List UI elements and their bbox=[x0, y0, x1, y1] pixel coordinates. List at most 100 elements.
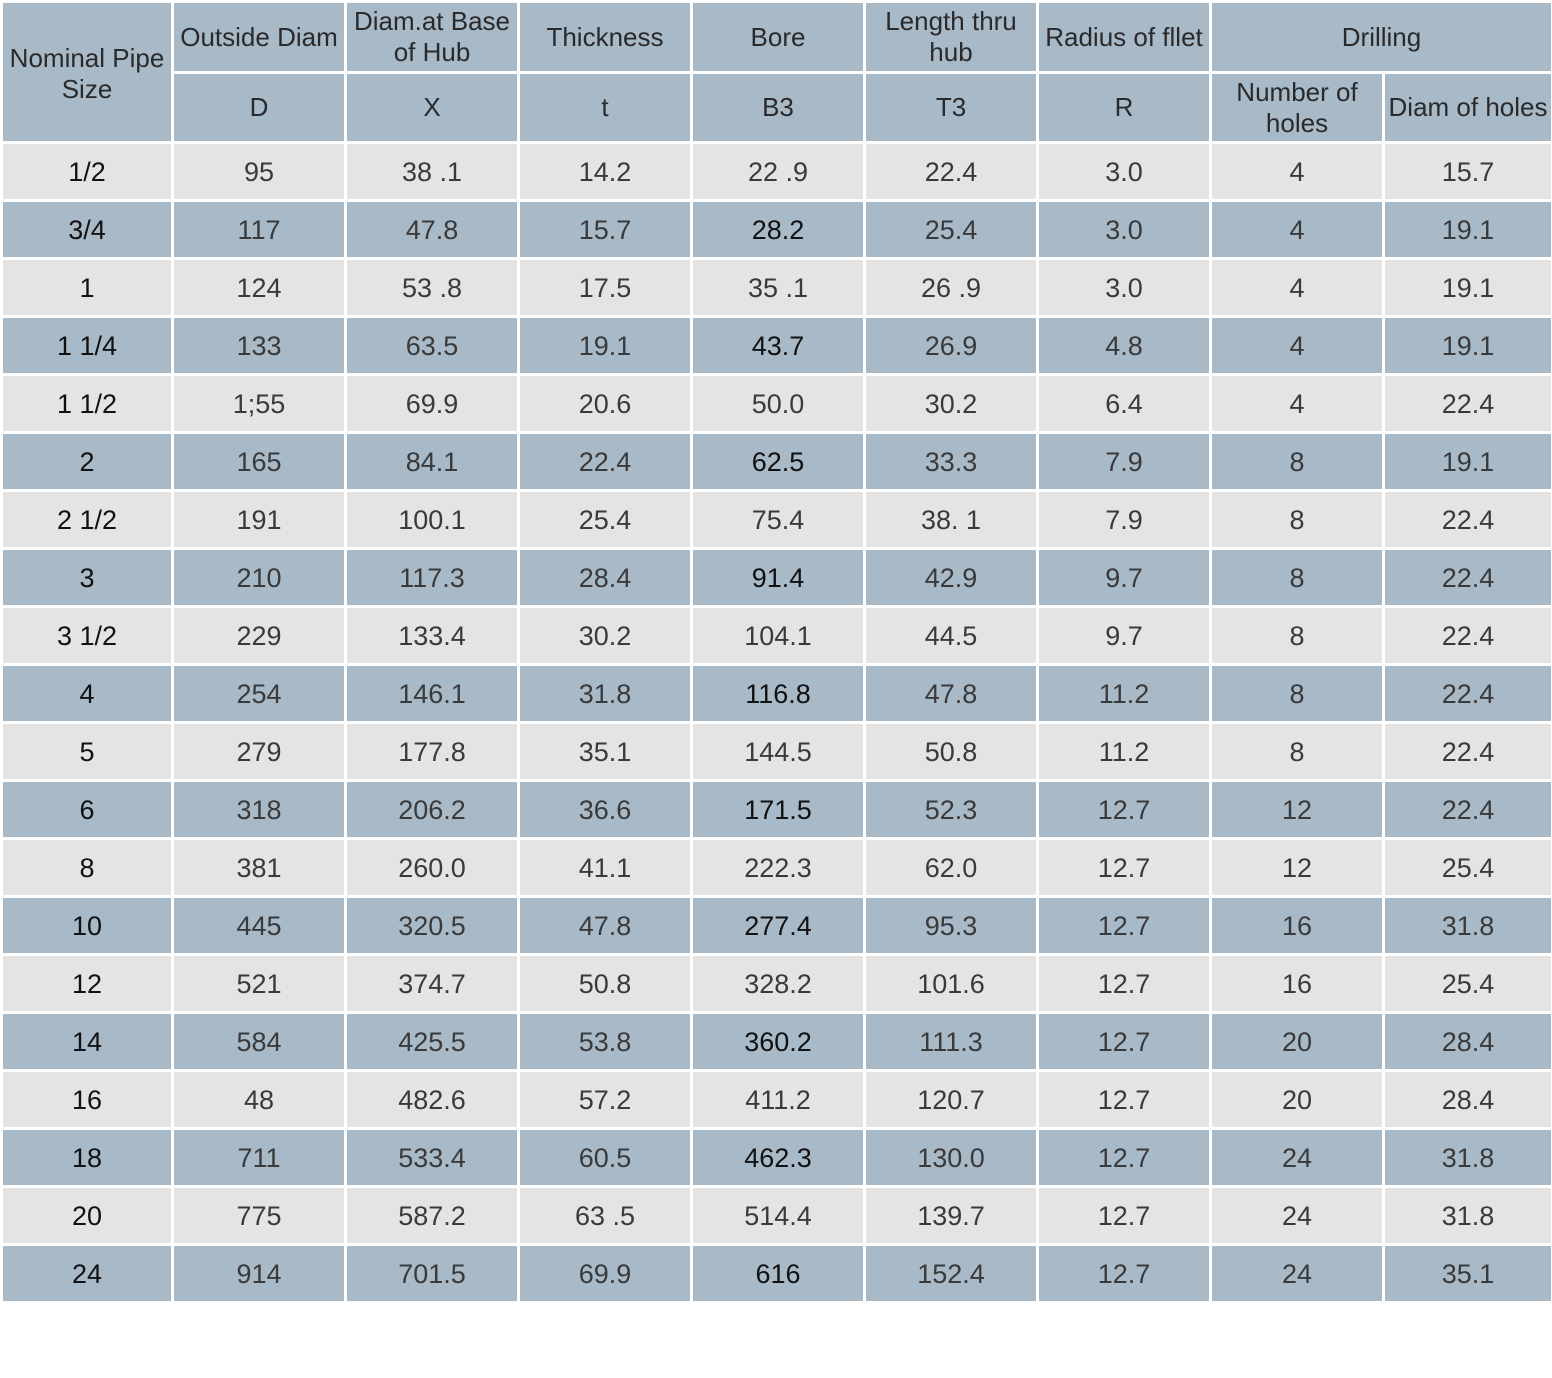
cell-diam-base-hub: 587.2 bbox=[344, 1185, 520, 1246]
cell-radius-fillet: 6.4 bbox=[1036, 373, 1212, 434]
cell-outside-diam: 381 bbox=[171, 837, 347, 898]
cell-radius-fillet: 3.0 bbox=[1036, 257, 1212, 318]
cell-thickness: 14.2 bbox=[517, 141, 693, 202]
cell-outside-diam: 711 bbox=[171, 1127, 347, 1188]
cell-radius-fillet: 12.7 bbox=[1036, 953, 1212, 1014]
cell-bore: 144.5 bbox=[690, 721, 866, 782]
cell-diam-of-holes: 31.8 bbox=[1382, 895, 1552, 956]
cell-radius-fillet: 7.9 bbox=[1036, 489, 1212, 550]
cell-nominal-pipe-size: 4 bbox=[0, 663, 174, 724]
cell-bore: 35 .1 bbox=[690, 257, 866, 318]
cell-diam-base-hub: 482.6 bbox=[344, 1069, 520, 1130]
cell-nominal-pipe-size: 14 bbox=[0, 1011, 174, 1072]
cell-length-thru-hub: 130.0 bbox=[863, 1127, 1039, 1188]
cell-bore: 462.3 bbox=[690, 1127, 866, 1188]
cell-outside-diam: 584 bbox=[171, 1011, 347, 1072]
cell-number-of-holes: 16 bbox=[1209, 895, 1385, 956]
cell-outside-diam: 48 bbox=[171, 1069, 347, 1130]
cell-length-thru-hub: 62.0 bbox=[863, 837, 1039, 898]
cell-diam-of-holes: 31.8 bbox=[1382, 1185, 1552, 1246]
cell-thickness: 30.2 bbox=[517, 605, 693, 666]
cell-diam-base-hub: 260.0 bbox=[344, 837, 520, 898]
cell-outside-diam: 521 bbox=[171, 953, 347, 1014]
cell-nominal-pipe-size: 3/4 bbox=[0, 199, 174, 260]
cell-diam-of-holes: 22.4 bbox=[1382, 721, 1552, 782]
cell-outside-diam: 95 bbox=[171, 141, 347, 202]
cell-diam-base-hub: 38 .1 bbox=[344, 141, 520, 202]
header-symbol-x: X bbox=[344, 71, 520, 144]
cell-diam-base-hub: 374.7 bbox=[344, 953, 520, 1014]
cell-thickness: 19.1 bbox=[517, 315, 693, 376]
cell-number-of-holes: 4 bbox=[1209, 315, 1385, 376]
cell-length-thru-hub: 33.3 bbox=[863, 431, 1039, 492]
cell-bore: 22 .9 bbox=[690, 141, 866, 202]
table-row: 20 775 587.2 63 .5 514.4 139.7 12.7 24 31.8 bbox=[0, 1185, 1552, 1246]
table-row: 2 165 84.1 22.4 62.5 33.3 7.9 8 19.1 bbox=[0, 431, 1552, 492]
cell-bore: 514.4 bbox=[690, 1185, 866, 1246]
cell-nominal-pipe-size: 20 bbox=[0, 1185, 174, 1246]
cell-number-of-holes: 24 bbox=[1209, 1243, 1385, 1304]
cell-diam-base-hub: 425.5 bbox=[344, 1011, 520, 1072]
cell-diam-base-hub: 177.8 bbox=[344, 721, 520, 782]
cell-length-thru-hub: 101.6 bbox=[863, 953, 1039, 1014]
cell-bore: 116.8 bbox=[690, 663, 866, 724]
cell-nominal-pipe-size: 3 1/2 bbox=[0, 605, 174, 666]
cell-diam-base-hub: 133.4 bbox=[344, 605, 520, 666]
cell-bore: 75.4 bbox=[690, 489, 866, 550]
cell-diam-of-holes: 15.7 bbox=[1382, 141, 1552, 202]
cell-nominal-pipe-size: 3 bbox=[0, 547, 174, 608]
cell-number-of-holes: 20 bbox=[1209, 1069, 1385, 1130]
cell-length-thru-hub: 139.7 bbox=[863, 1185, 1039, 1246]
cell-length-thru-hub: 22.4 bbox=[863, 141, 1039, 202]
cell-radius-fillet: 3.0 bbox=[1036, 141, 1212, 202]
cell-outside-diam: 117 bbox=[171, 199, 347, 260]
cell-radius-fillet: 7.9 bbox=[1036, 431, 1212, 492]
cell-bore: 171.5 bbox=[690, 779, 866, 840]
cell-outside-diam: 191 bbox=[171, 489, 347, 550]
table-row: 10 445 320.5 47.8 277.4 95.3 12.7 16 31.8 bbox=[0, 895, 1552, 956]
cell-outside-diam: 914 bbox=[171, 1243, 347, 1304]
cell-diam-of-holes: 22.4 bbox=[1382, 605, 1552, 666]
cell-radius-fillet: 12.7 bbox=[1036, 1243, 1212, 1304]
header-diam-base-hub: Diam.at Base of Hub bbox=[344, 0, 520, 74]
cell-diam-base-hub: 533.4 bbox=[344, 1127, 520, 1188]
cell-diam-base-hub: 206.2 bbox=[344, 779, 520, 840]
cell-number-of-holes: 8 bbox=[1209, 721, 1385, 782]
cell-length-thru-hub: 42.9 bbox=[863, 547, 1039, 608]
cell-nominal-pipe-size: 1 1/2 bbox=[0, 373, 174, 434]
cell-radius-fillet: 12.7 bbox=[1036, 1127, 1212, 1188]
header-length-thru-hub: Length thru hub bbox=[863, 0, 1039, 74]
cell-nominal-pipe-size: 12 bbox=[0, 953, 174, 1014]
header-symbol-d: D bbox=[171, 71, 347, 144]
table-row: 5 279 177.8 35.1 144.5 50.8 11.2 8 22.4 bbox=[0, 721, 1552, 782]
cell-bore: 50.0 bbox=[690, 373, 866, 434]
cell-diam-base-hub: 53 .8 bbox=[344, 257, 520, 318]
header-symbol-t3: T3 bbox=[863, 71, 1039, 144]
cell-length-thru-hub: 25.4 bbox=[863, 199, 1039, 260]
cell-number-of-holes: 4 bbox=[1209, 373, 1385, 434]
cell-number-of-holes: 12 bbox=[1209, 837, 1385, 898]
cell-length-thru-hub: 44.5 bbox=[863, 605, 1039, 666]
cell-radius-fillet: 12.7 bbox=[1036, 837, 1212, 898]
cell-number-of-holes: 8 bbox=[1209, 605, 1385, 666]
cell-outside-diam: 445 bbox=[171, 895, 347, 956]
table-row: 1 1/2 1;55 69.9 20.6 50.0 30.2 6.4 4 22.4 bbox=[0, 373, 1552, 434]
cell-diam-of-holes: 28.4 bbox=[1382, 1069, 1552, 1130]
table-row: 1 1/4 133 63.5 19.1 43.7 26.9 4.8 4 19.1 bbox=[0, 315, 1552, 376]
cell-diam-base-hub: 63.5 bbox=[344, 315, 520, 376]
cell-thickness: 60.5 bbox=[517, 1127, 693, 1188]
cell-outside-diam: 124 bbox=[171, 257, 347, 318]
cell-outside-diam: 254 bbox=[171, 663, 347, 724]
header-row-symbols: D X t B3 T3 R Number of holes Diam of ho… bbox=[2, 71, 1552, 144]
cell-nominal-pipe-size: 1 bbox=[0, 257, 174, 318]
cell-bore: 360.2 bbox=[690, 1011, 866, 1072]
cell-radius-fillet: 11.2 bbox=[1036, 721, 1212, 782]
cell-number-of-holes: 12 bbox=[1209, 779, 1385, 840]
cell-diam-of-holes: 28.4 bbox=[1382, 1011, 1552, 1072]
cell-bore: 91.4 bbox=[690, 547, 866, 608]
cell-length-thru-hub: 38. 1 bbox=[863, 489, 1039, 550]
cell-length-thru-hub: 120.7 bbox=[863, 1069, 1039, 1130]
cell-bore: 328.2 bbox=[690, 953, 866, 1014]
table-row: 3 1/2 229 133.4 30.2 104.1 44.5 9.7 8 22.4 bbox=[0, 605, 1552, 666]
header-symbol-r: R bbox=[1036, 71, 1212, 144]
